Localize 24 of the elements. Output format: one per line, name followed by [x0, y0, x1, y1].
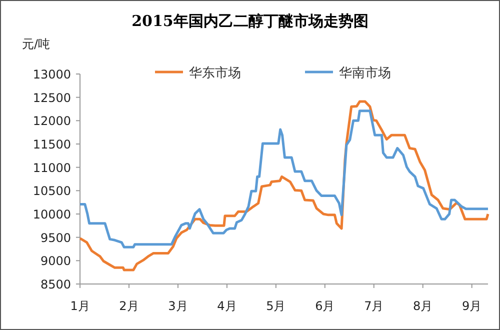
line-series — [78, 110, 490, 248]
y-tick-label: 13000 — [32, 68, 71, 82]
y-tick-label: 10500 — [32, 184, 71, 198]
y-tick-label: 8500 — [40, 278, 71, 292]
x-tick-label: 7月 — [364, 299, 384, 313]
legend-label: 华东市场 — [189, 66, 241, 81]
y-tick-label: 10000 — [32, 208, 71, 222]
legend-label: 华南市场 — [339, 66, 391, 81]
y-tick-label: 12000 — [32, 114, 71, 128]
x-tick-label: 6月 — [315, 299, 335, 313]
x-tick-label: 4月 — [217, 299, 237, 313]
y-tick-label: 9500 — [40, 230, 71, 245]
y-tick-label: 11500 — [32, 138, 71, 152]
y-tick-label: 11000 — [32, 160, 71, 175]
chart-title: 2015年国内乙二醇丁醚市场走势图 — [132, 12, 368, 30]
y-tick-label: 12500 — [32, 90, 71, 105]
x-tick-label: 3月 — [168, 299, 188, 313]
x-tick-label: 1月 — [70, 299, 90, 313]
x-tick-label: 5月 — [266, 299, 286, 313]
y-axis-title: 元/吨 — [22, 37, 50, 51]
x-tick-label: 2月 — [119, 299, 139, 313]
x-tick-label: 8月 — [413, 299, 433, 313]
y-tick-label: 9000 — [40, 254, 71, 268]
x-tick-label: 9月 — [462, 299, 482, 313]
